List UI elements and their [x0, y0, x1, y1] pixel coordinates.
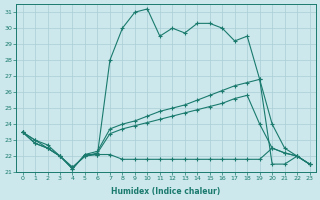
X-axis label: Humidex (Indice chaleur): Humidex (Indice chaleur): [111, 187, 221, 196]
